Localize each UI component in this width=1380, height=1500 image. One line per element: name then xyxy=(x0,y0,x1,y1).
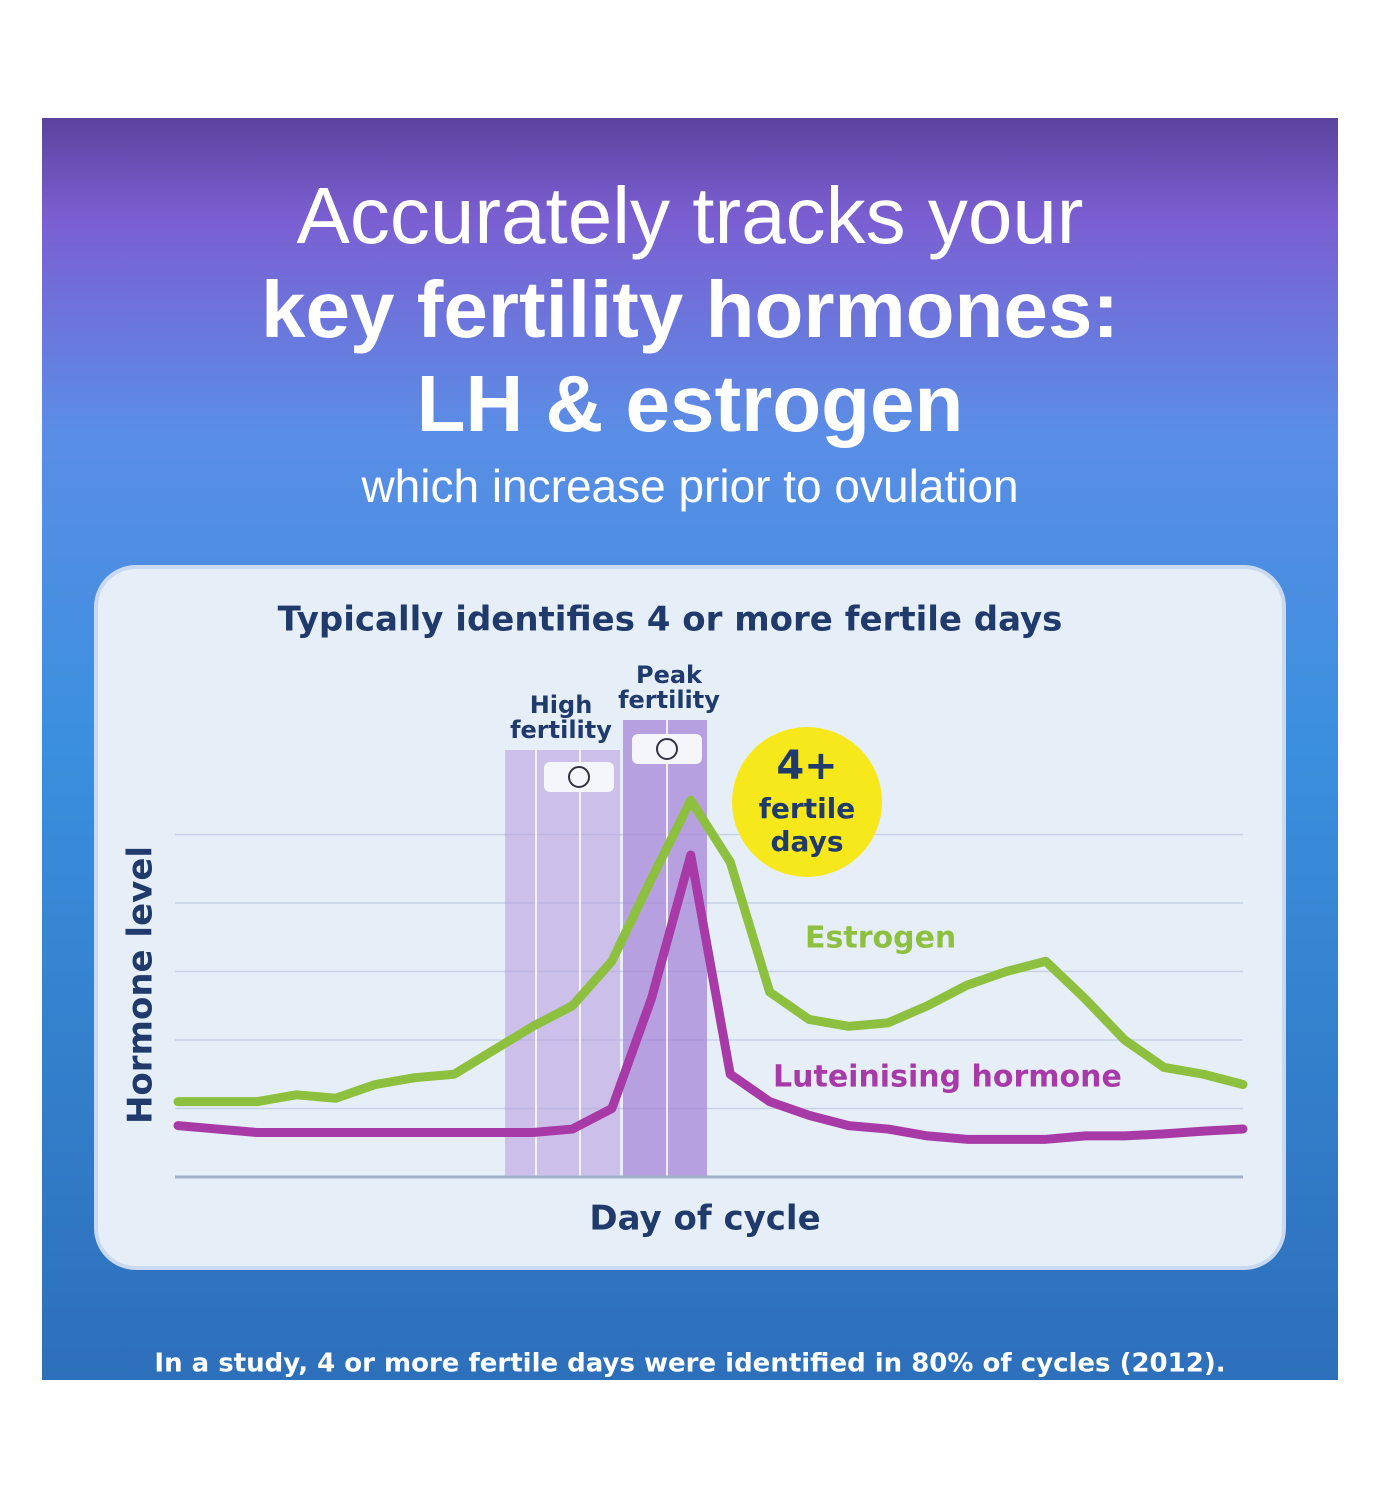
annotation: High xyxy=(530,691,593,719)
smiley-icon xyxy=(544,762,614,792)
badge xyxy=(732,727,882,877)
x-axis-label: Day of cycle xyxy=(589,1199,820,1239)
footnote: In a study, 4 or more fertile days were … xyxy=(154,1349,1225,1379)
annotation: fertility xyxy=(510,716,612,744)
annotation: Peak xyxy=(636,661,703,689)
annotation: fertility xyxy=(618,686,720,714)
badge-text: 4+ xyxy=(776,743,837,789)
smiley-face xyxy=(656,738,678,760)
heading-line: key fertility hormones: xyxy=(261,265,1119,354)
badge-text: fertile xyxy=(759,792,856,825)
badge-text: days xyxy=(771,825,844,858)
smiley-icon xyxy=(632,734,702,764)
heading-line: LH & estrogen xyxy=(417,359,964,448)
high-fertility-band xyxy=(505,750,620,1177)
series-label: Luteinising hormone xyxy=(773,1060,1122,1095)
series-line xyxy=(173,850,1248,1144)
y-axis-label: Hormone level xyxy=(121,846,161,1124)
heading-line: Accurately tracks your xyxy=(297,171,1084,260)
series-line xyxy=(173,795,1248,1107)
chart-title: Typically identifies 4 or more fertile d… xyxy=(278,600,1063,640)
smiley-face xyxy=(568,766,590,788)
subheading: which increase prior to ovulation xyxy=(360,460,1018,512)
series-label: Estrogen xyxy=(805,921,956,956)
